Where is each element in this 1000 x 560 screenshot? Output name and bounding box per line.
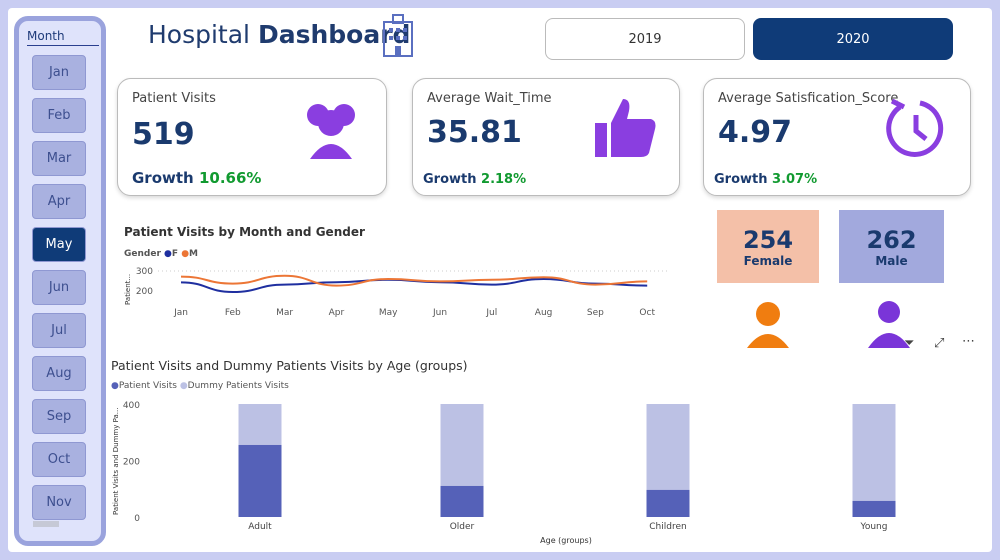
page-title: Hospital Dashboard xyxy=(148,20,411,49)
y-tick-label: 0 xyxy=(134,514,140,524)
x-tick-label: Jun xyxy=(432,308,447,318)
bar-chart-title: Patient Visits and Dummy Patients Visits… xyxy=(111,358,468,373)
y-tick-label: 300 xyxy=(136,267,153,277)
x-tick-label: May xyxy=(379,308,398,318)
kpi-growth: Growth 10.66% xyxy=(132,169,262,187)
x-tick-label: Sep xyxy=(587,308,604,318)
y-axis-label: Patient... xyxy=(124,274,132,305)
x-tick-label: Mar xyxy=(276,308,293,318)
bar-chart: 400 200 0 Patient Visits and Dummy Pa... Adu… xyxy=(112,401,896,545)
clock-icon xyxy=(886,98,944,157)
x-tick-label: Feb xyxy=(225,308,241,318)
year-2019-button[interactable]: 2019 xyxy=(545,18,745,60)
female-icon xyxy=(747,302,789,348)
kpi-value: 35.81 xyxy=(427,115,522,150)
y-tick-label: 400 xyxy=(123,401,140,411)
thumbs-up-icon xyxy=(595,99,656,157)
bar-visits-young xyxy=(852,500,896,517)
month-button-may[interactable]: May xyxy=(32,227,86,262)
bar-dummy-older xyxy=(440,404,484,486)
bar-visits-children xyxy=(646,489,690,517)
focus-mode-icon[interactable]: ⤢ xyxy=(934,336,945,351)
month-slicer-header: Month xyxy=(27,29,99,46)
month-button-mar[interactable]: Mar xyxy=(32,141,86,176)
bar-dummy-young xyxy=(852,404,896,501)
filter-icon[interactable]: ⏷ xyxy=(904,336,915,351)
bar-visits-adult xyxy=(238,444,282,517)
x-tick-label: Aug xyxy=(535,308,553,318)
line-series-M xyxy=(180,274,648,287)
y-tick-label: 200 xyxy=(123,458,140,468)
line-chart-title: Patient Visits by Month and Gender xyxy=(124,225,365,239)
line-chart: 300 200 Patient... Jan Feb Mar Apr May Jun Jul Aug… xyxy=(124,267,668,318)
bar-legend: ●Patient Visits ●Dummy Patients Visits xyxy=(111,381,289,391)
x-tick-label: Jul xyxy=(485,308,497,318)
female-count-card: 254 Female xyxy=(717,210,819,283)
kpi-growth: Growth 2.18% xyxy=(423,172,527,187)
x-tick-label: Oct xyxy=(639,308,655,318)
kpi-value: 4.97 xyxy=(718,115,793,150)
kpi-card-patient-visits: Patient Visits 519 Growth 10.66% xyxy=(117,78,387,196)
kpi-label: Patient Visits xyxy=(132,91,216,106)
kpi-value: 519 xyxy=(132,117,195,152)
male-count-card: 262 Male xyxy=(839,210,944,283)
year-2020-button[interactable]: 2020 xyxy=(753,18,953,60)
kpi-label: Average Wait_Time xyxy=(427,91,552,106)
bar-dummy-children xyxy=(646,404,690,490)
line-legend: Gender ●F ●M xyxy=(124,249,199,259)
month-button-feb[interactable]: Feb xyxy=(32,98,86,133)
x-tick-label: Older xyxy=(450,522,475,532)
month-slicer: Month Jan Feb Mar Apr May Jun Jul Aug Sep Oct Nov xyxy=(14,16,106,546)
x-axis-label: Age (groups) xyxy=(540,536,592,545)
bar-dummy-adult xyxy=(238,404,282,445)
month-button-jul[interactable]: Jul xyxy=(32,313,86,348)
x-tick-label: Children xyxy=(649,522,686,532)
more-options-icon[interactable]: ⋯ xyxy=(962,334,975,349)
month-button-sep[interactable]: Sep xyxy=(32,399,86,434)
month-button-aug[interactable]: Aug xyxy=(32,356,86,391)
slicer-scrollbar[interactable] xyxy=(33,521,59,527)
y-tick-label: 200 xyxy=(136,287,153,297)
month-button-oct[interactable]: Oct xyxy=(32,442,86,477)
hospital-icon xyxy=(383,14,413,57)
kpi-card-wait-time: Average Wait_Time 35.81 Growth 2.18% xyxy=(412,78,680,196)
x-tick-label: Apr xyxy=(329,308,345,318)
x-tick-label: Adult xyxy=(248,522,272,532)
y-axis-label: Patient Visits and Dummy Pa... xyxy=(112,408,120,516)
x-tick-label: Jan xyxy=(173,308,188,318)
patients-icon xyxy=(307,104,355,159)
male-icon xyxy=(868,301,910,348)
x-tick-label: Young xyxy=(860,522,888,532)
kpi-card-satisfaction: Average Satisfication_Score 4.97 Growth … xyxy=(703,78,971,196)
month-button-nov[interactable]: Nov xyxy=(32,485,86,520)
month-button-jun[interactable]: Jun xyxy=(32,270,86,305)
month-button-apr[interactable]: Apr xyxy=(32,184,86,219)
kpi-growth: Growth 3.07% xyxy=(714,172,818,187)
month-button-jan[interactable]: Jan xyxy=(32,55,86,90)
bar-visits-older xyxy=(440,485,484,517)
kpi-label: Average Satisfication_Score xyxy=(718,91,899,106)
